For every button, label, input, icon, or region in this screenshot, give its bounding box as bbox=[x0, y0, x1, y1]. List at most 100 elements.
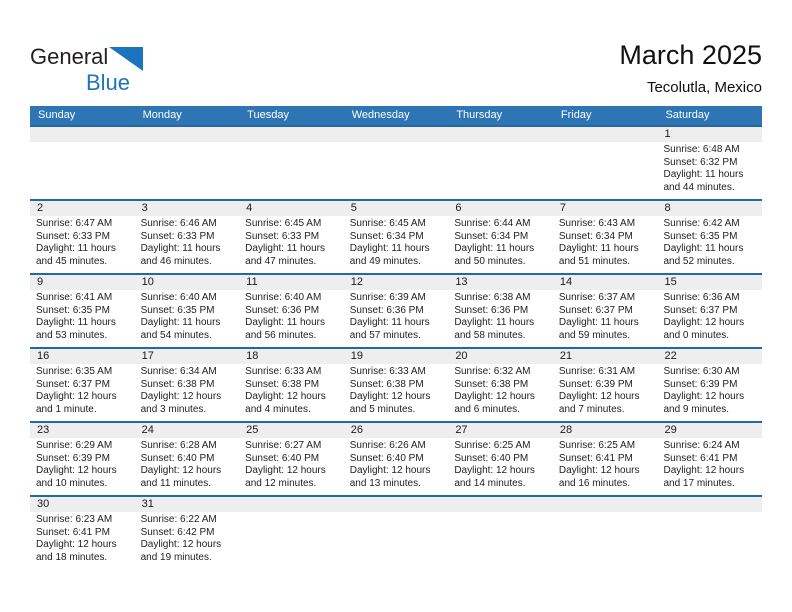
sunrise-text: Sunrise: 6:32 AM bbox=[454, 366, 531, 377]
day-details: Sunrise: 6:40 AM Sunset: 6:35 PM Daylight:… bbox=[135, 290, 240, 342]
day-details: Sunrise: 6:40 AM Sunset: 6:36 PM Daylight:… bbox=[239, 290, 344, 342]
day-cell: 10 Sunrise: 6:40 AM Sunset: 6:35 PM Dayligh… bbox=[134, 275, 240, 347]
day-number bbox=[30, 127, 135, 142]
day-details: Sunrise: 6:41 AM Sunset: 6:35 PM Daylight:… bbox=[30, 290, 135, 342]
day-number bbox=[657, 497, 763, 512]
daylight-text: Daylight: 11 hours and 58 minutes. bbox=[454, 317, 535, 341]
sunrise-text: Sunrise: 6:38 AM bbox=[454, 292, 531, 303]
day-details: Sunrise: 6:39 AM Sunset: 6:36 PM Daylight:… bbox=[344, 290, 449, 342]
daylight-text: Daylight: 11 hours and 44 minutes. bbox=[663, 169, 744, 193]
sunset-text: Sunset: 6:37 PM bbox=[663, 304, 738, 316]
sunset-text: Sunset: 6:39 PM bbox=[663, 378, 738, 390]
day-cell: 11 Sunrise: 6:40 AM Sunset: 6:36 PM Dayligh… bbox=[239, 275, 344, 347]
weekday-header: Sunday Monday Tuesday Wednesday Thursday… bbox=[30, 106, 762, 125]
day-number: 8 bbox=[657, 201, 763, 216]
empty-day-cell bbox=[657, 497, 763, 569]
day-cell: 28 Sunrise: 6:25 AM Sunset: 6:41 PM Dayligh… bbox=[552, 423, 658, 495]
sunset-text: Sunset: 6:35 PM bbox=[663, 230, 738, 242]
daylight-text: Daylight: 12 hours and 17 minutes. bbox=[663, 465, 745, 489]
weekday-label-monday: Monday bbox=[142, 109, 182, 121]
daylight-text: Daylight: 11 hours and 52 minutes. bbox=[663, 243, 744, 267]
calendar: Sunday Monday Tuesday Wednesday Thursday… bbox=[30, 106, 763, 569]
daylight-text: Daylight: 11 hours and 53 minutes. bbox=[36, 317, 116, 341]
day-details: Sunrise: 6:27 AM Sunset: 6:40 PM Daylight:… bbox=[239, 438, 344, 490]
day-cell: 19 Sunrise: 6:33 AM Sunset: 6:38 PM Dayligh… bbox=[343, 349, 449, 421]
week-row: 1 Sunrise: 6:48 AM Sunset: 6:32 PM Daylight… bbox=[30, 125, 763, 199]
day-number: 10 bbox=[134, 275, 240, 290]
day-details: Sunrise: 6:26 AM Sunset: 6:40 PM Daylight:… bbox=[344, 438, 449, 490]
sunrise-text: Sunrise: 6:25 AM bbox=[558, 440, 636, 451]
day-number bbox=[134, 127, 240, 142]
day-number: 1 bbox=[657, 127, 763, 142]
title-block: March 2025 Tecolutla, Mexico bbox=[619, 40, 762, 96]
day-details: Sunrise: 6:45 AM Sunset: 6:34 PM Daylight:… bbox=[344, 216, 449, 268]
empty-day-cell bbox=[30, 127, 135, 199]
day-number bbox=[239, 497, 344, 512]
day-cell: 21 Sunrise: 6:31 AM Sunset: 6:39 PM Dayligh… bbox=[552, 349, 658, 421]
weekday-label-wednesday: Wednesday bbox=[351, 109, 410, 121]
calendar-grid: 1 Sunrise: 6:48 AM Sunset: 6:32 PM Daylight… bbox=[30, 125, 763, 569]
day-cell: 13 Sunrise: 6:38 AM Sunset: 6:36 PM Dayligh… bbox=[448, 275, 553, 347]
day-number: 30 bbox=[30, 497, 135, 512]
day-cell: 22 Sunrise: 6:30 AM Sunset: 6:39 PM Dayligh… bbox=[657, 349, 763, 421]
day-cell: 27 Sunrise: 6:25 AM Sunset: 6:40 PM Dayligh… bbox=[448, 423, 553, 495]
day-details: Sunrise: 6:25 AM Sunset: 6:40 PM Daylight:… bbox=[448, 438, 553, 490]
day-cell: 25 Sunrise: 6:27 AM Sunset: 6:40 PM Dayligh… bbox=[239, 423, 344, 495]
day-cell: 17 Sunrise: 6:34 AM Sunset: 6:38 PM Dayligh… bbox=[134, 349, 240, 421]
daylight-text: Daylight: 11 hours and 49 minutes. bbox=[349, 243, 430, 267]
daylight-text: Daylight: 11 hours and 56 minutes. bbox=[245, 317, 326, 341]
day-cell: 2 Sunrise: 6:47 AM Sunset: 6:33 PM Daylight… bbox=[30, 201, 135, 273]
sunset-text: Sunset: 6:38 PM bbox=[140, 378, 215, 390]
daylight-text: Daylight: 11 hours and 45 minutes. bbox=[36, 243, 116, 267]
empty-day-cell bbox=[134, 127, 240, 199]
sunrise-text: Sunrise: 6:45 AM bbox=[349, 218, 426, 229]
day-details: Sunrise: 6:33 AM Sunset: 6:38 PM Daylight:… bbox=[344, 364, 449, 416]
sunset-text: Sunset: 6:33 PM bbox=[245, 230, 320, 242]
day-details: Sunrise: 6:46 AM Sunset: 6:33 PM Daylight:… bbox=[135, 216, 240, 268]
week-row: 23 Sunrise: 6:29 AM Sunset: 6:39 PM Dayligh… bbox=[30, 421, 763, 495]
day-number: 31 bbox=[134, 497, 240, 512]
day-cell: 24 Sunrise: 6:28 AM Sunset: 6:40 PM Dayligh… bbox=[134, 423, 240, 495]
sunset-text: Sunset: 6:38 PM bbox=[349, 378, 424, 390]
sunset-text: Sunset: 6:38 PM bbox=[454, 378, 529, 390]
day-details: Sunrise: 6:28 AM Sunset: 6:40 PM Daylight:… bbox=[135, 438, 240, 490]
daylight-text: Daylight: 11 hours and 59 minutes. bbox=[558, 317, 639, 341]
day-details: Sunrise: 6:33 AM Sunset: 6:38 PM Daylight:… bbox=[239, 364, 344, 416]
weekday-label-tuesday: Tuesday bbox=[247, 109, 289, 121]
day-details: Sunrise: 6:38 AM Sunset: 6:36 PM Daylight:… bbox=[448, 290, 553, 342]
sunrise-text: Sunrise: 6:27 AM bbox=[245, 440, 322, 451]
day-cell: 8 Sunrise: 6:42 AM Sunset: 6:35 PM Daylight… bbox=[657, 201, 763, 273]
sunset-text: Sunset: 6:40 PM bbox=[245, 452, 320, 464]
sunset-text: Sunset: 6:37 PM bbox=[36, 378, 110, 390]
daylight-text: Daylight: 12 hours and 11 minutes. bbox=[140, 465, 222, 489]
day-details: Sunrise: 6:34 AM Sunset: 6:38 PM Daylight:… bbox=[135, 364, 240, 416]
day-number: 29 bbox=[657, 423, 763, 438]
day-cell: 18 Sunrise: 6:33 AM Sunset: 6:38 PM Dayligh… bbox=[239, 349, 344, 421]
day-details: Sunrise: 6:45 AM Sunset: 6:33 PM Daylight:… bbox=[239, 216, 344, 268]
daylight-text: Daylight: 12 hours and 0 minutes. bbox=[663, 317, 745, 341]
sunset-text: Sunset: 6:34 PM bbox=[454, 230, 529, 242]
logo-wordmark-general: General bbox=[30, 44, 150, 77]
day-number: 21 bbox=[552, 349, 658, 364]
day-cell: 20 Sunrise: 6:32 AM Sunset: 6:38 PM Dayligh… bbox=[448, 349, 553, 421]
day-cell: 1 Sunrise: 6:48 AM Sunset: 6:32 PM Daylight… bbox=[657, 127, 763, 199]
sunset-text: Sunset: 6:41 PM bbox=[558, 452, 633, 464]
day-cell: 14 Sunrise: 6:37 AM Sunset: 6:37 PM Dayligh… bbox=[552, 275, 658, 347]
sunset-text: Sunset: 6:36 PM bbox=[454, 304, 529, 316]
sunset-text: Sunset: 6:41 PM bbox=[663, 452, 738, 464]
sunrise-text: Sunrise: 6:35 AM bbox=[36, 366, 113, 377]
sunset-text: Sunset: 6:35 PM bbox=[140, 304, 215, 316]
day-number bbox=[552, 127, 658, 142]
general-blue-logo: General Blue bbox=[30, 44, 150, 96]
day-details: Sunrise: 6:44 AM Sunset: 6:34 PM Daylight:… bbox=[448, 216, 553, 268]
day-number: 6 bbox=[448, 201, 553, 216]
day-details: Sunrise: 6:37 AM Sunset: 6:37 PM Daylight:… bbox=[553, 290, 658, 342]
sunrise-text: Sunrise: 6:42 AM bbox=[663, 218, 740, 229]
daylight-text: Daylight: 12 hours and 12 minutes. bbox=[245, 465, 326, 489]
day-number: 3 bbox=[134, 201, 240, 216]
page-title: March 2025 bbox=[619, 40, 762, 70]
day-number: 28 bbox=[552, 423, 658, 438]
sunrise-text: Sunrise: 6:24 AM bbox=[663, 440, 740, 451]
sunrise-text: Sunrise: 6:34 AM bbox=[140, 366, 217, 377]
day-number: 25 bbox=[239, 423, 344, 438]
